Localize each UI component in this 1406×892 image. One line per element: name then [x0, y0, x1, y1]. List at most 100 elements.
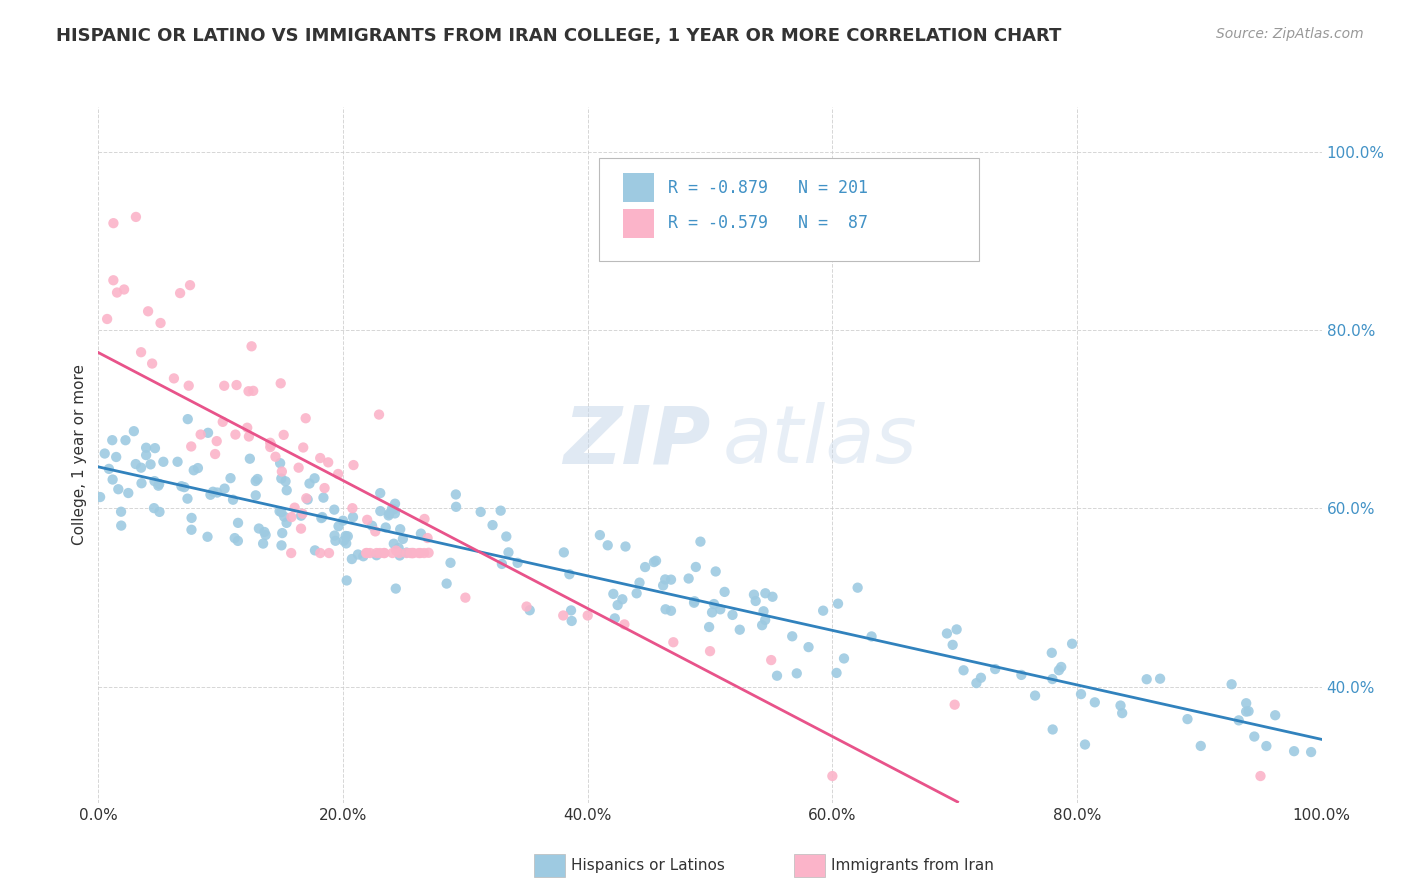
Point — [271, 526, 294, 541]
Point — [205, 434, 228, 449]
Text: HISPANIC OR LATINO VS IMMIGRANTS FROM IRAN COLLEGE, 1 YEAR OR MORE CORRELATION C: HISPANIC OR LATINO VS IMMIGRANTS FROM IR… — [56, 27, 1062, 45]
Point — [356, 546, 378, 560]
Point — [634, 560, 657, 574]
Point — [224, 427, 246, 442]
Point — [290, 508, 312, 523]
Point — [1234, 705, 1257, 719]
Point — [336, 529, 359, 543]
Point — [751, 618, 773, 632]
Point — [576, 608, 599, 623]
Point — [1111, 706, 1133, 720]
Point — [506, 556, 529, 570]
Point — [418, 546, 440, 560]
Point — [392, 532, 415, 546]
Text: R = -0.579   N =  87: R = -0.579 N = 87 — [668, 214, 868, 232]
Text: Hispanics or Latinos: Hispanics or Latinos — [571, 858, 724, 872]
Point — [368, 486, 391, 500]
Point — [413, 546, 436, 560]
Point — [342, 458, 364, 472]
Point — [366, 548, 388, 562]
Point — [489, 503, 512, 517]
Point — [495, 529, 517, 543]
Point — [239, 451, 262, 466]
Point — [832, 651, 855, 665]
Point — [105, 285, 128, 300]
Point — [409, 526, 432, 541]
Point — [200, 488, 222, 502]
Point — [606, 598, 628, 612]
Point — [683, 594, 706, 608]
Point — [312, 491, 335, 505]
Point — [381, 502, 404, 516]
Point — [274, 475, 297, 489]
Point — [703, 597, 725, 611]
Point — [214, 482, 236, 496]
Point — [942, 638, 965, 652]
Point — [558, 567, 581, 582]
Point — [439, 556, 461, 570]
Point — [332, 533, 354, 548]
Point — [101, 473, 124, 487]
Point — [122, 424, 145, 438]
Point — [269, 456, 291, 470]
Point — [662, 635, 685, 649]
Point — [970, 671, 993, 685]
Point — [382, 537, 405, 551]
Point — [295, 491, 318, 506]
Point — [754, 586, 776, 600]
Point — [561, 614, 583, 628]
Point — [247, 522, 270, 536]
Point — [395, 546, 418, 560]
Point — [273, 428, 295, 442]
Point — [614, 540, 637, 554]
Point — [291, 507, 314, 521]
Point — [297, 492, 319, 507]
Point — [354, 546, 377, 560]
Point — [148, 478, 170, 492]
Point — [226, 516, 249, 530]
Point — [135, 441, 157, 455]
Point — [515, 599, 537, 614]
Text: ZIP: ZIP — [562, 402, 710, 480]
Point — [183, 463, 205, 477]
Point — [270, 471, 292, 485]
Point — [786, 666, 808, 681]
Point — [96, 312, 118, 326]
Point — [105, 450, 128, 464]
Point — [328, 519, 350, 533]
Point — [207, 485, 229, 500]
Point — [101, 433, 124, 447]
Point — [170, 479, 193, 493]
Point — [163, 371, 186, 385]
Point — [377, 508, 399, 523]
Point — [253, 524, 276, 539]
Point — [270, 505, 292, 519]
Point — [335, 536, 357, 550]
Point — [553, 608, 575, 623]
Point — [596, 538, 619, 552]
Point — [294, 411, 316, 425]
Point — [366, 546, 388, 560]
Point — [416, 531, 439, 545]
Point — [311, 510, 333, 524]
Point — [388, 549, 411, 563]
Point — [370, 504, 392, 518]
Point — [1264, 708, 1286, 723]
Point — [129, 345, 152, 359]
Point — [240, 339, 263, 353]
Point — [519, 603, 541, 617]
Point — [107, 482, 129, 496]
Point — [169, 286, 191, 301]
Point — [1042, 723, 1064, 737]
Point — [374, 520, 396, 534]
Point — [1249, 769, 1271, 783]
Point — [190, 427, 212, 442]
Point — [935, 626, 957, 640]
Point — [1136, 672, 1159, 686]
Point — [368, 546, 391, 560]
Point — [103, 273, 125, 287]
Point — [1040, 672, 1063, 686]
Point — [402, 546, 425, 560]
Point — [238, 384, 260, 399]
Point — [276, 516, 298, 530]
